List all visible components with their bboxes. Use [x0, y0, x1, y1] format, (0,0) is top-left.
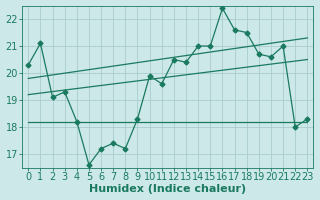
X-axis label: Humidex (Indice chaleur): Humidex (Indice chaleur)	[89, 184, 246, 194]
